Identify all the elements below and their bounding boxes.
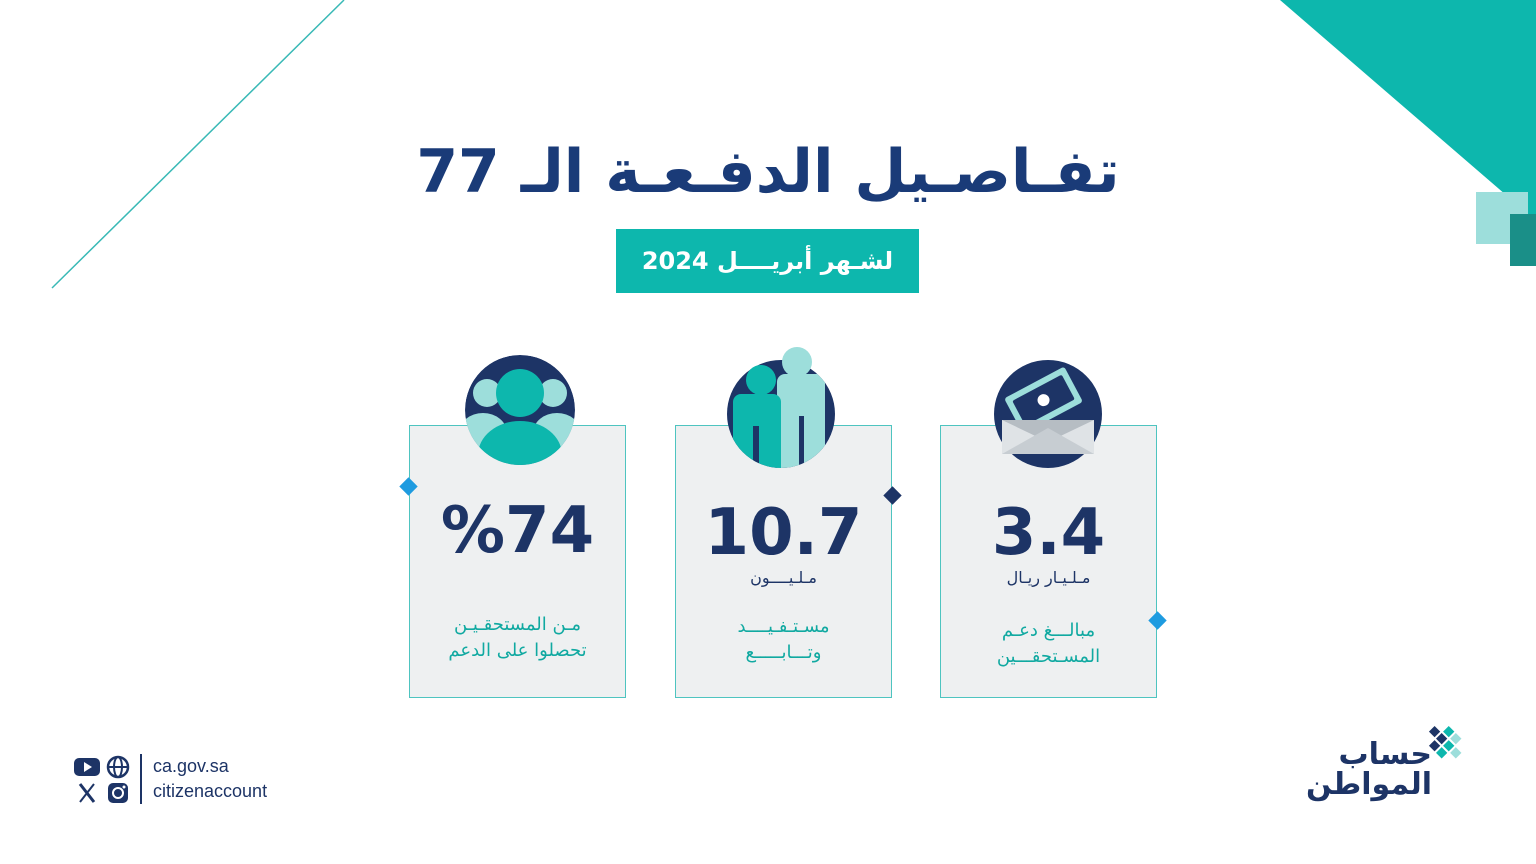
card-value: 3.4: [991, 496, 1106, 570]
footer-contact: ca.gov.sa citizenaccount: [153, 754, 267, 804]
card-unit: مـلـيــــون: [750, 568, 817, 587]
subtitle-badge: لشـهر أبريــــل 2024: [616, 229, 919, 293]
money-envelope-icon: [994, 360, 1102, 468]
card-caption: مـن المستحقـيـن تحصلوا على الدعم: [448, 614, 587, 661]
footer-divider: [140, 754, 142, 804]
page-title: تفـاصـيل الدفـعـة الـ 77: [416, 137, 1120, 207]
logo-text: حساب المواطن: [1305, 737, 1432, 802]
citizen-account-logo-mark: [1428, 725, 1462, 759]
card-support-amount: 3.4 مـلـيـار ريـال مبالـــغ دعـم المسـتح…: [940, 425, 1157, 698]
card-caption: مسـتـفـيــــد وتـــابـــــع: [737, 616, 830, 663]
social-handle: citizenaccount: [153, 781, 268, 801]
social-icons: [74, 755, 130, 803]
card-beneficiaries-percentage: %74 مـن المستحقـيـن تحصلوا على الدعم: [409, 425, 626, 698]
globe-icon: [106, 755, 130, 779]
card-unit: مـلـيـار ريـال: [1006, 568, 1091, 587]
group-of-people-icon: [465, 355, 575, 465]
card-caption: مبالـــغ دعـم المسـتحقـــين: [996, 620, 1101, 667]
card-value: 10.7: [704, 496, 863, 570]
card-value: %74: [440, 494, 595, 568]
website-link[interactable]: ca.gov.sa: [153, 756, 229, 776]
youtube-icon: [74, 758, 100, 776]
instagram-icon: [108, 783, 128, 803]
x-icon: [78, 783, 96, 803]
two-persons-icon: [727, 347, 835, 468]
card-beneficiaries-count: 10.7 مـلـيــــون مسـتـفـيــــد وتـــابــ…: [675, 425, 892, 698]
